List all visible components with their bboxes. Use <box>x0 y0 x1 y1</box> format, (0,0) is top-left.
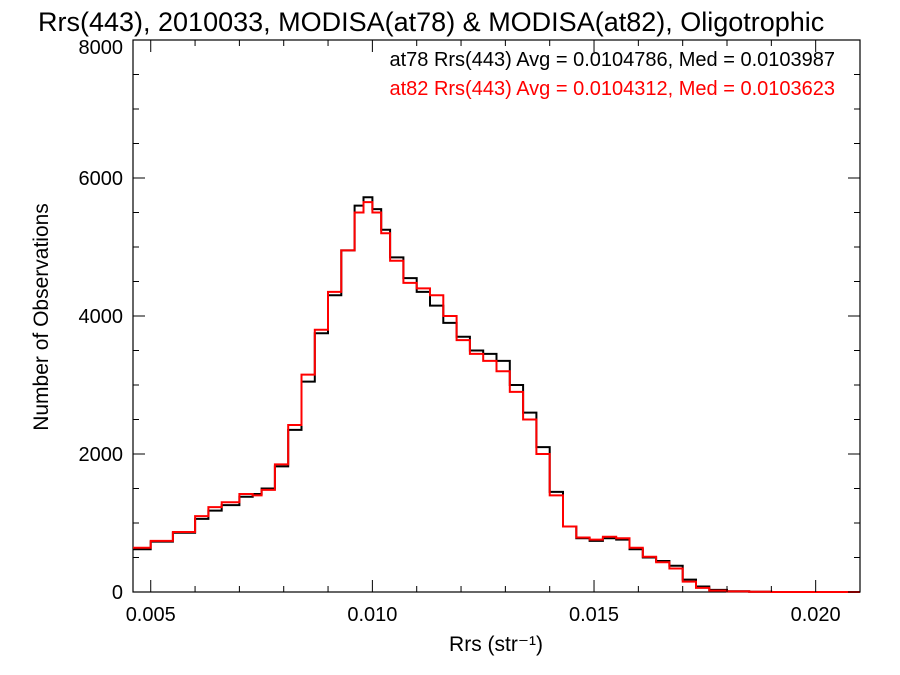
plot-frame <box>132 39 861 593</box>
y-axis-title: Number of Observations <box>30 203 53 431</box>
x-tick-label: 0.005 <box>126 604 176 626</box>
tick-labels: 0.005 0.010 0.015 0.020 0 2000 4000 6000 8000 <box>79 37 841 626</box>
y-tick-label: 4000 <box>79 306 124 328</box>
y-tick-label: 6000 <box>79 168 124 190</box>
series-line-0 <box>133 196 860 593</box>
chart-title: Rrs(443), 2010033, MODISA(at78) & MODISA… <box>38 7 824 37</box>
x-tick-label: 0.010 <box>347 604 397 626</box>
x-tick-label: 0.015 <box>569 604 619 626</box>
tick-marks <box>133 39 861 593</box>
x-axis-title: Rrs (str⁻¹) <box>449 633 543 656</box>
x-tick-label: 0.020 <box>791 604 841 626</box>
legend-entry-at78: at78 Rrs(443) Avg = 0.0104786, Med = 0.0… <box>389 49 835 71</box>
legend-entry-at82: at82 Rrs(443) Avg = 0.0104312, Med = 0.0… <box>389 78 835 100</box>
series-line-1 <box>133 201 860 593</box>
series-layer <box>133 196 860 593</box>
plot-border <box>132 39 861 593</box>
y-tick-label: 8000 <box>79 37 124 59</box>
y-tick-label: 0 <box>112 582 123 604</box>
y-tick-label: 2000 <box>79 444 124 466</box>
